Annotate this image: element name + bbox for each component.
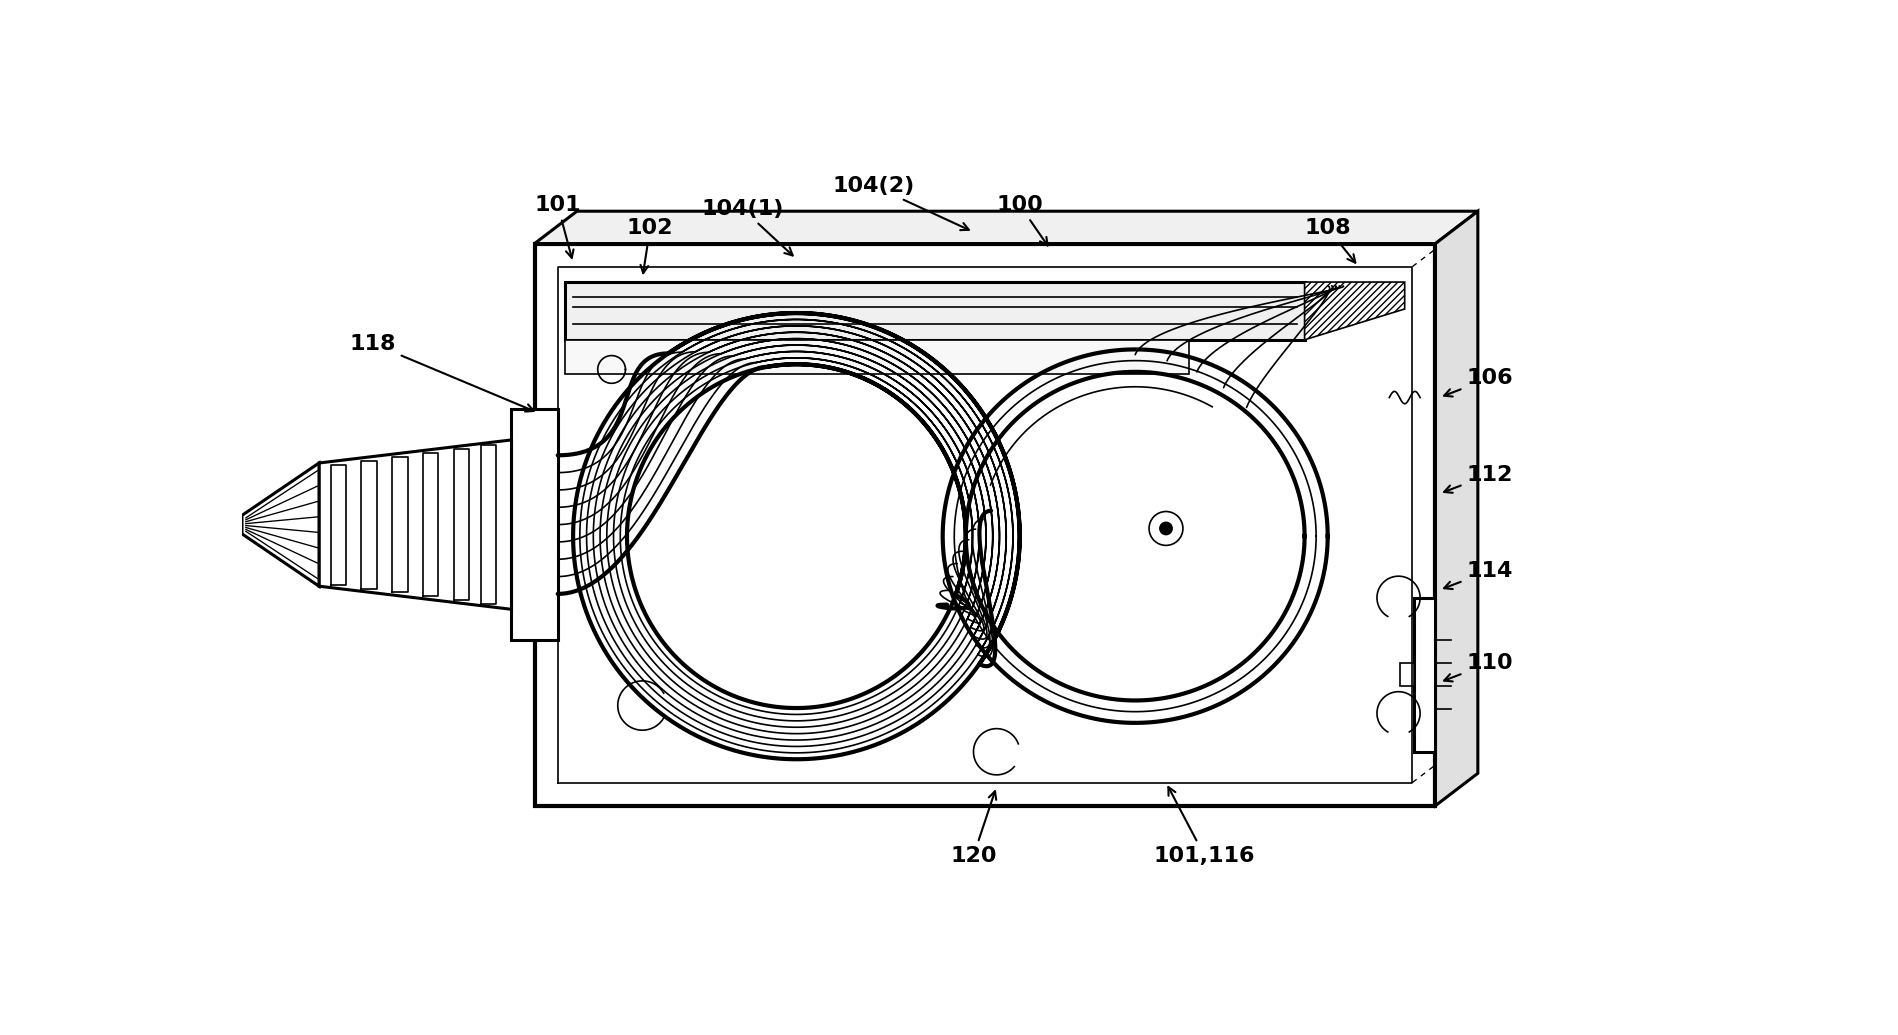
Text: 118: 118 <box>349 333 533 412</box>
Bar <box>1414 598 1435 751</box>
Polygon shape <box>243 463 319 586</box>
Polygon shape <box>535 243 1435 805</box>
Text: 110: 110 <box>1444 653 1513 681</box>
Text: 120: 120 <box>951 791 996 865</box>
Text: 101: 101 <box>535 195 581 258</box>
Polygon shape <box>319 440 511 610</box>
Polygon shape <box>566 283 1304 339</box>
Polygon shape <box>1435 211 1479 805</box>
Text: 108: 108 <box>1304 218 1355 263</box>
Polygon shape <box>566 339 1188 375</box>
Text: 104(2): 104(2) <box>831 176 968 230</box>
Polygon shape <box>1304 283 1405 339</box>
Bar <box>1401 663 1414 686</box>
Text: 101,116: 101,116 <box>1154 787 1255 865</box>
Text: 106: 106 <box>1444 368 1513 396</box>
Text: 112: 112 <box>1444 465 1513 493</box>
Polygon shape <box>511 409 558 640</box>
Text: 114: 114 <box>1444 561 1513 589</box>
Text: 100: 100 <box>996 195 1048 245</box>
Circle shape <box>1160 522 1173 535</box>
Polygon shape <box>535 211 1479 243</box>
Text: 104(1): 104(1) <box>700 199 793 256</box>
Text: 102: 102 <box>626 218 674 273</box>
